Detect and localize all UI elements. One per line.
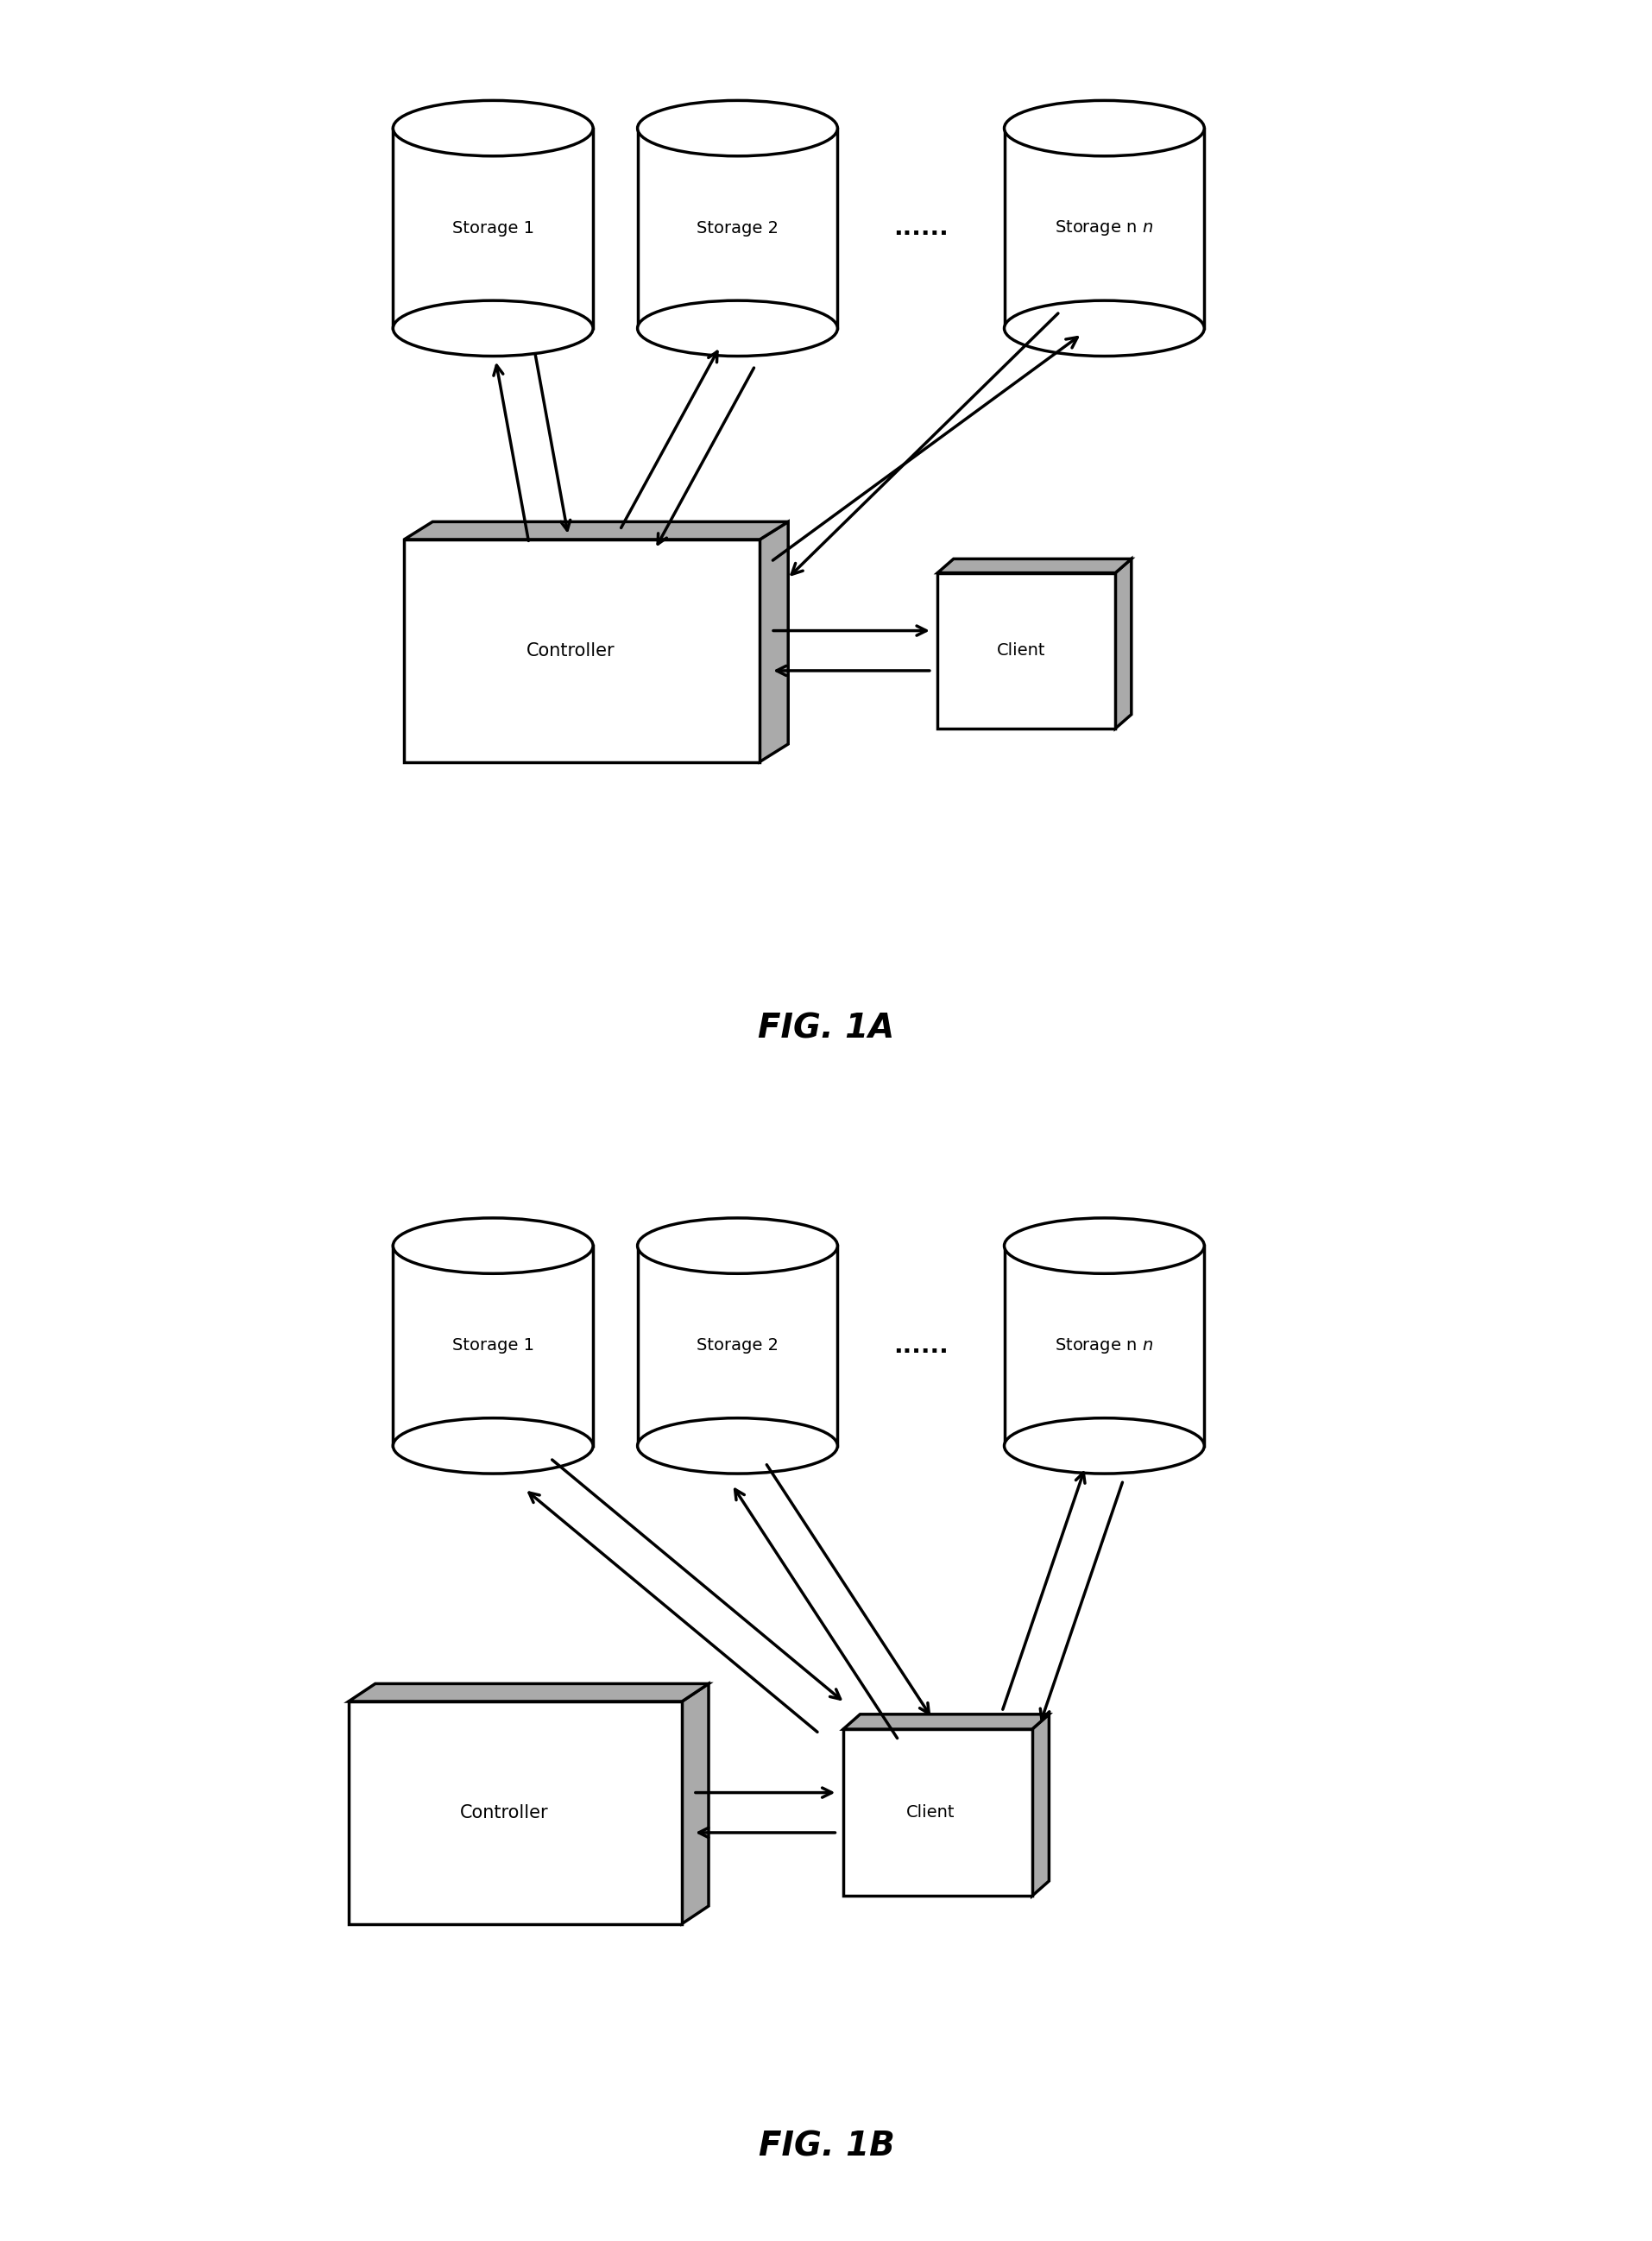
- Ellipse shape: [638, 1419, 838, 1475]
- Ellipse shape: [393, 101, 593, 157]
- Ellipse shape: [638, 101, 838, 157]
- Polygon shape: [682, 1683, 709, 1923]
- Text: Storage 1: Storage 1: [451, 1338, 534, 1354]
- Ellipse shape: [1004, 300, 1204, 356]
- Text: Storage 2: Storage 2: [695, 1338, 778, 1354]
- Ellipse shape: [1004, 101, 1204, 157]
- Ellipse shape: [638, 1217, 838, 1273]
- FancyBboxPatch shape: [393, 128, 593, 329]
- FancyBboxPatch shape: [1004, 1246, 1204, 1445]
- Ellipse shape: [393, 1419, 593, 1475]
- Text: Client: Client: [905, 1804, 955, 1822]
- Ellipse shape: [1004, 1217, 1204, 1273]
- Text: Client: Client: [996, 643, 1044, 659]
- Text: Storage n $n$: Storage n $n$: [1054, 1336, 1153, 1356]
- Ellipse shape: [638, 101, 838, 157]
- Ellipse shape: [393, 1217, 593, 1273]
- Polygon shape: [349, 1683, 709, 1701]
- Text: Storage 2: Storage 2: [695, 220, 778, 238]
- FancyBboxPatch shape: [349, 1701, 682, 1923]
- FancyBboxPatch shape: [405, 540, 760, 762]
- Ellipse shape: [393, 1217, 593, 1273]
- Text: Storage n $n$: Storage n $n$: [1054, 220, 1153, 238]
- FancyBboxPatch shape: [937, 574, 1115, 728]
- FancyBboxPatch shape: [1004, 128, 1204, 329]
- Ellipse shape: [1004, 101, 1204, 157]
- Text: ......: ......: [894, 1333, 948, 1358]
- Polygon shape: [1031, 1714, 1049, 1896]
- FancyBboxPatch shape: [843, 1730, 1031, 1896]
- Text: FIG. 1B: FIG. 1B: [758, 2129, 894, 2163]
- Text: Controller: Controller: [459, 1804, 548, 1822]
- Ellipse shape: [1004, 1419, 1204, 1475]
- Text: Controller: Controller: [527, 641, 615, 659]
- FancyBboxPatch shape: [638, 1246, 838, 1445]
- Ellipse shape: [638, 300, 838, 356]
- Text: ......: ......: [894, 215, 948, 240]
- Polygon shape: [937, 558, 1130, 574]
- Polygon shape: [405, 522, 788, 540]
- Polygon shape: [1115, 558, 1130, 728]
- FancyBboxPatch shape: [393, 1246, 593, 1445]
- Ellipse shape: [393, 300, 593, 356]
- FancyBboxPatch shape: [638, 128, 838, 329]
- Text: FIG. 1A: FIG. 1A: [758, 1013, 894, 1044]
- Polygon shape: [760, 522, 788, 762]
- Ellipse shape: [1004, 1217, 1204, 1273]
- Ellipse shape: [638, 1217, 838, 1273]
- Ellipse shape: [393, 101, 593, 157]
- Polygon shape: [843, 1714, 1049, 1730]
- Text: Storage 1: Storage 1: [451, 220, 534, 238]
